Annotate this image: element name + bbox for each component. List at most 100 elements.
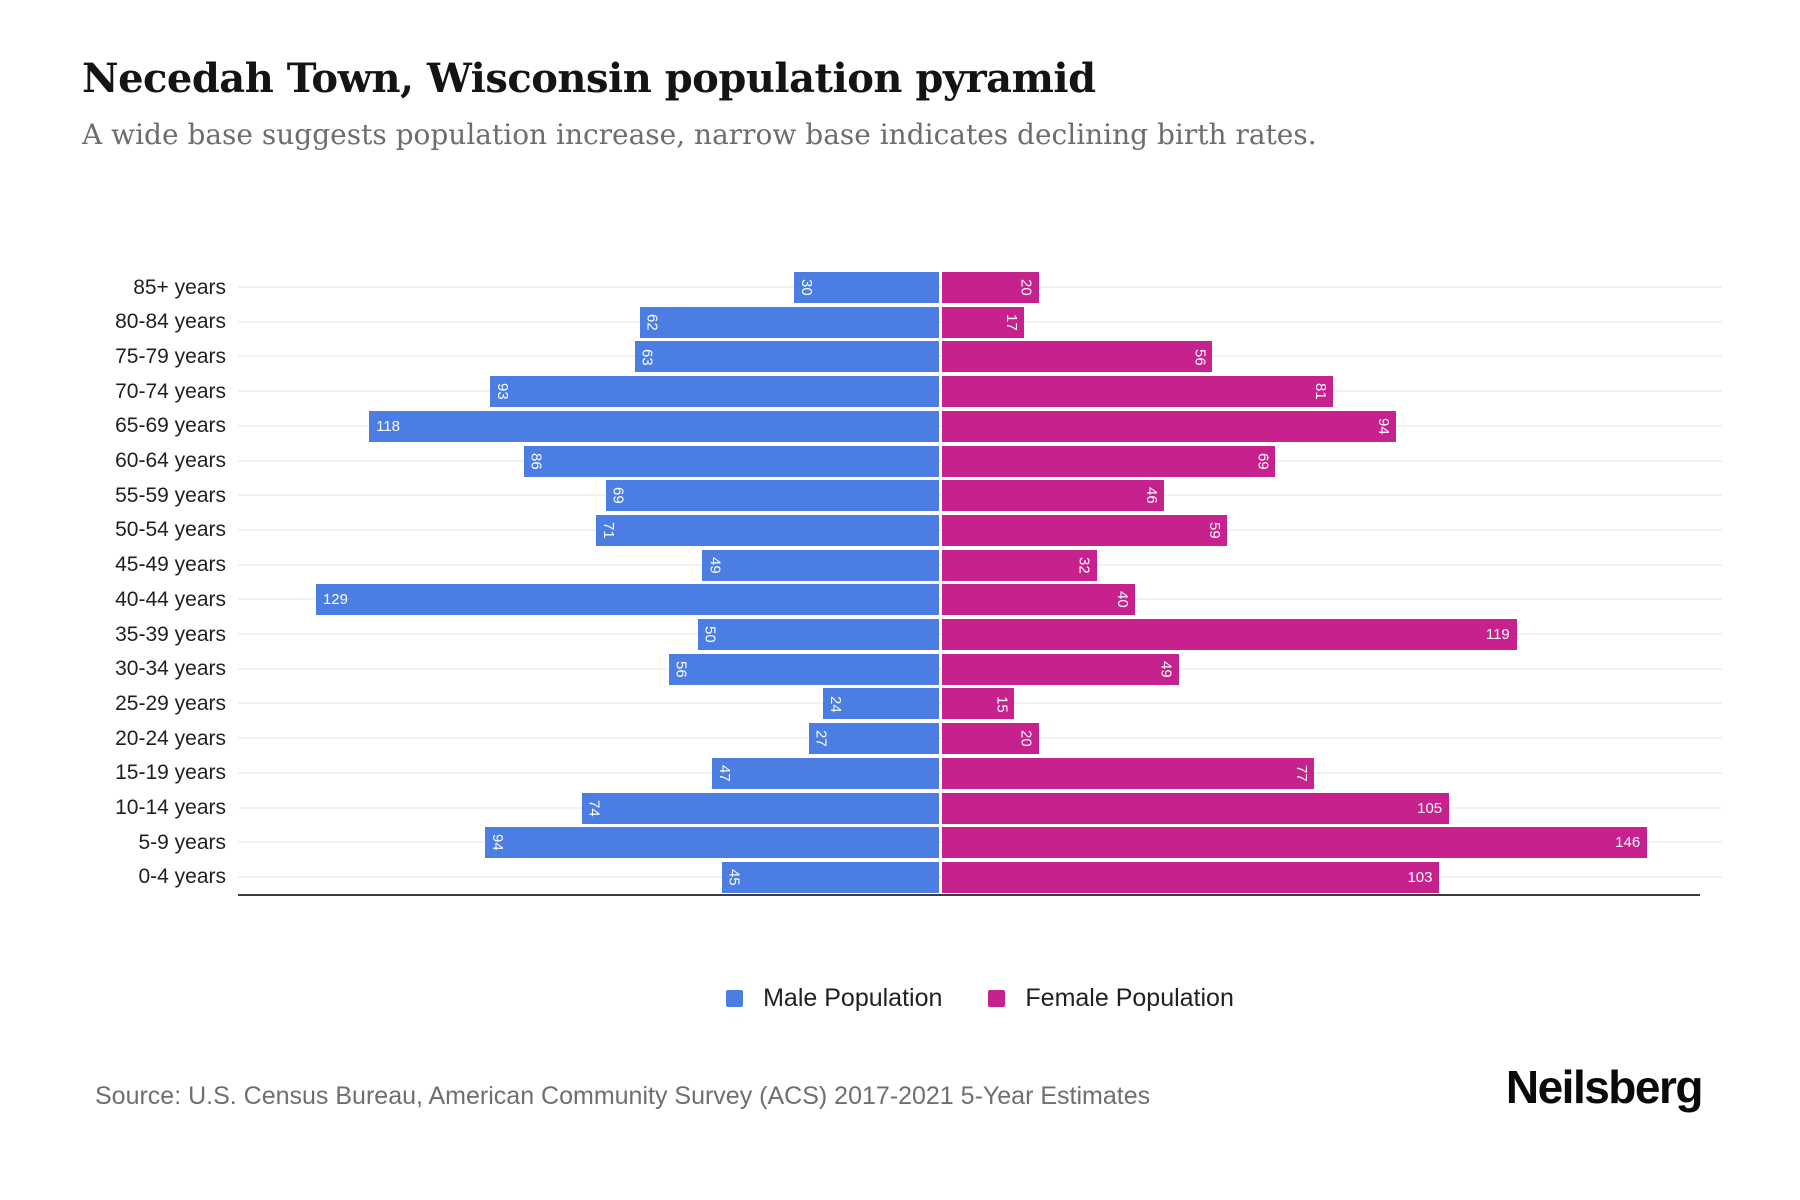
female-bar[interactable]: 77 <box>942 757 1314 789</box>
male-bar[interactable]: 24 <box>823 688 939 720</box>
y-axis-label: 80-84 years <box>115 310 226 334</box>
female-bar[interactable]: 15 <box>942 688 1015 720</box>
y-axis-label: 85+ years <box>133 275 226 299</box>
male-bar-value: 56 <box>672 660 690 678</box>
legend-label-male: Male Population <box>763 983 943 1012</box>
male-bar-value: 27 <box>812 730 830 747</box>
male-bar[interactable]: 118 <box>369 410 939 442</box>
y-axis-label: 40-44 years <box>115 587 226 611</box>
chart-row: 30-34 years 56 49 <box>0 652 1800 687</box>
male-bar-value: 86 <box>527 452 545 470</box>
chart-row: 80-84 years 62 17 <box>0 305 1800 340</box>
female-bar[interactable]: 56 <box>942 341 1213 373</box>
y-axis-label: 0-4 years <box>138 865 226 889</box>
male-bar[interactable]: 27 <box>808 723 939 755</box>
neilsberg-logo: Neilsberg <box>1505 1061 1704 1113</box>
chart-row: 55-59 years 69 46 <box>0 478 1800 513</box>
female-bar-value: 69 <box>1254 452 1272 470</box>
y-axis-label: 30-34 years <box>115 657 226 681</box>
male-bar[interactable]: 86 <box>523 445 939 477</box>
male-bar[interactable]: 50 <box>697 619 939 650</box>
source-attribution: Source: U.S. Census Bureau, American Com… <box>95 1082 1151 1110</box>
male-bar[interactable]: 49 <box>702 549 939 581</box>
female-bar-value: 94 <box>1375 417 1393 435</box>
female-bar[interactable]: 81 <box>942 376 1334 408</box>
y-axis-label: 70-74 years <box>115 379 226 403</box>
male-bar[interactable]: 56 <box>668 653 939 685</box>
female-bar[interactable]: 69 <box>942 445 1276 477</box>
male-bar-value: 93 <box>493 383 511 400</box>
male-bar[interactable]: 94 <box>484 827 939 859</box>
chart-legend: Male Population Female Population <box>238 978 1722 1018</box>
male-bar-value: 49 <box>706 556 724 574</box>
male-bar-value: 74 <box>585 799 603 817</box>
male-bar-value: 118 <box>376 417 400 435</box>
female-bar-value: 20 <box>1017 730 1035 747</box>
female-bar-value: 146 <box>1615 834 1641 852</box>
male-bar[interactable]: 45 <box>721 861 939 893</box>
male-bar[interactable]: 93 <box>489 376 939 408</box>
chart-row: 35-39 years 50 119 <box>0 617 1800 652</box>
female-bar[interactable]: 46 <box>942 480 1165 512</box>
female-bar-value: 40 <box>1114 591 1132 609</box>
female-bar[interactable]: 20 <box>942 272 1039 303</box>
female-bar[interactable]: 103 <box>942 861 1440 893</box>
female-bar[interactable]: 119 <box>942 619 1517 650</box>
legend-item-female: Female Population <box>988 984 1234 1013</box>
male-bar[interactable]: 69 <box>605 480 939 512</box>
male-bar[interactable]: 71 <box>596 514 939 546</box>
male-bar[interactable]: 62 <box>639 306 939 338</box>
female-bar-value: 59 <box>1205 522 1223 539</box>
chart-row: 50-54 years 71 59 <box>0 513 1800 548</box>
male-bar-value: 47 <box>716 764 733 782</box>
page-subtitle: A wide base suggests population increase… <box>82 118 1317 151</box>
male-legend-swatch-icon <box>726 989 744 1007</box>
chart-row: 5-9 years 94 146 <box>0 825 1800 860</box>
female-bar-value: 119 <box>1485 626 1510 643</box>
male-bar-value: 71 <box>600 522 618 539</box>
male-bar[interactable]: 129 <box>315 584 939 616</box>
female-bar[interactable]: 59 <box>942 514 1227 546</box>
chart-row: 70-74 years 93 81 <box>0 374 1800 409</box>
female-legend-swatch-icon <box>988 989 1006 1007</box>
male-bar[interactable]: 63 <box>634 341 939 373</box>
male-bar-value: 129 <box>322 591 348 609</box>
chart-row: 10-14 years 74 105 <box>0 791 1800 826</box>
female-bar[interactable]: 49 <box>942 653 1179 685</box>
chart-row: 65-69 years 118 94 <box>0 409 1800 444</box>
male-bar-value: 50 <box>701 626 719 643</box>
y-axis-label: 50-54 years <box>115 518 226 542</box>
male-bar[interactable]: 47 <box>712 757 939 789</box>
male-bar[interactable]: 30 <box>794 272 939 303</box>
female-bar[interactable]: 17 <box>942 306 1025 338</box>
y-axis-label: 20-24 years <box>115 726 226 750</box>
y-axis-label: 75-79 years <box>115 344 226 368</box>
female-bar[interactable]: 32 <box>942 549 1097 581</box>
male-bar-value: 69 <box>609 487 627 505</box>
male-bar[interactable]: 74 <box>581 792 939 824</box>
y-axis-label: 10-14 years <box>115 796 226 819</box>
chart-row: 75-79 years 63 56 <box>0 339 1800 374</box>
female-bar-value: 81 <box>1312 383 1330 400</box>
y-axis-label: 25-29 years <box>115 691 226 715</box>
female-bar-value: 46 <box>1143 487 1161 505</box>
female-bar[interactable]: 105 <box>942 792 1450 824</box>
female-bar[interactable]: 94 <box>942 410 1397 442</box>
female-bar-value: 77 <box>1292 764 1310 782</box>
male-bar-value: 30 <box>798 279 816 296</box>
female-bar-value: 56 <box>1191 348 1209 366</box>
female-bar[interactable]: 40 <box>942 584 1136 616</box>
y-axis-label: 45-49 years <box>115 553 226 577</box>
y-axis-label: 35-39 years <box>115 622 226 646</box>
female-bar[interactable]: 146 <box>942 827 1648 859</box>
y-axis-label: 65-69 years <box>115 414 226 438</box>
male-bar-value: 63 <box>638 348 656 366</box>
chart-row: 20-24 years 27 20 <box>0 721 1800 756</box>
female-bar-value: 105 <box>1417 799 1443 817</box>
female-bar[interactable]: 20 <box>942 723 1039 755</box>
female-bar-value: 20 <box>1017 279 1035 296</box>
chart-row: 85+ years 30 20 <box>0 270 1800 305</box>
male-bar-value: 62 <box>643 313 661 331</box>
